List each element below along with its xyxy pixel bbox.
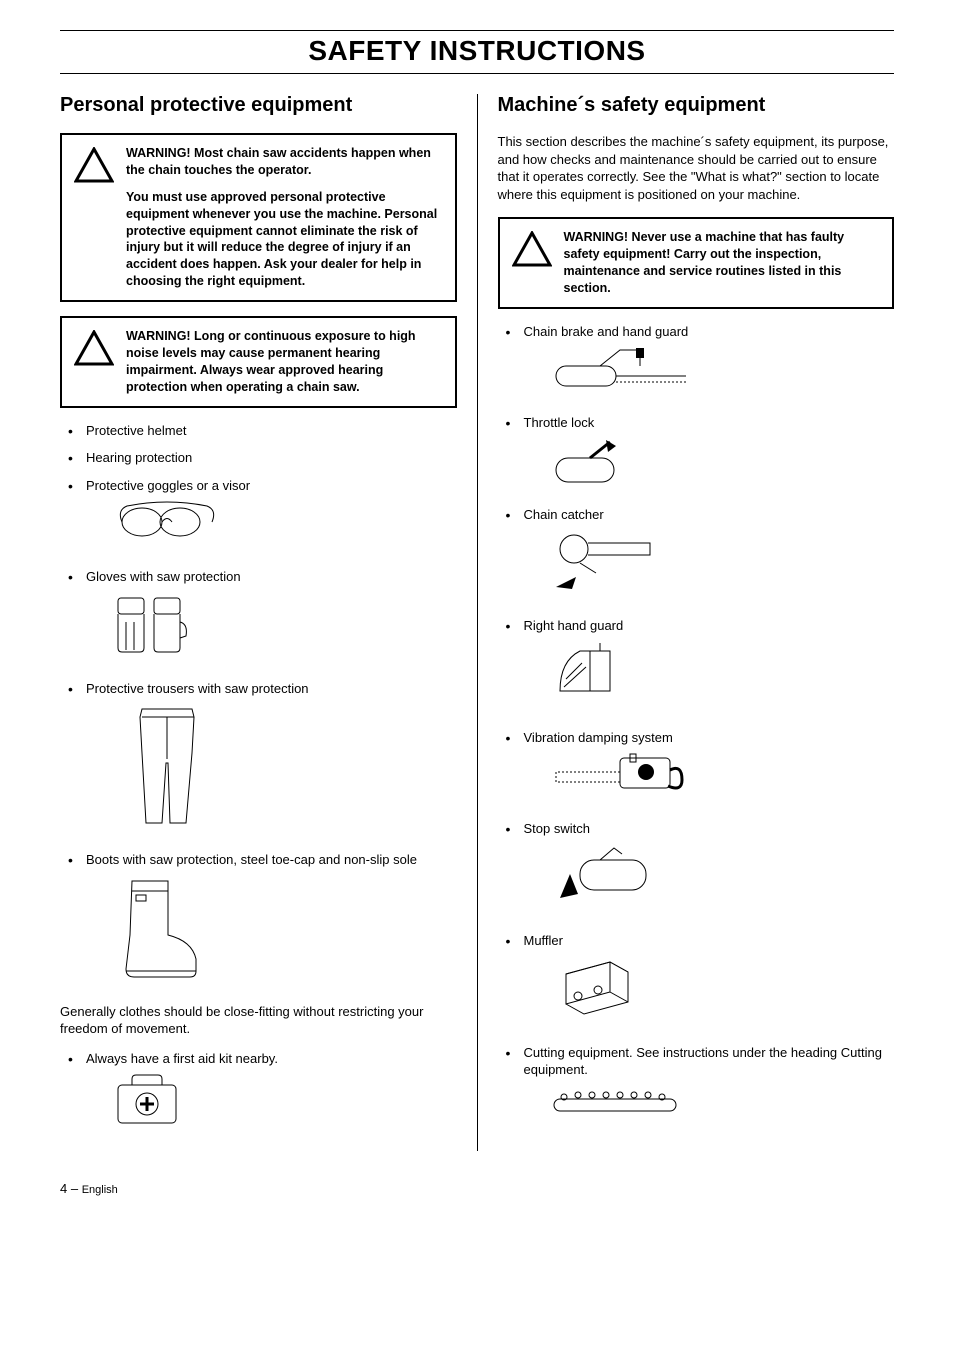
ppe-closing-text: Generally clothes should be close-fittin…: [60, 1003, 457, 1038]
list-item: Stop switch: [498, 820, 895, 914]
item-label: Chain brake and hand guard: [524, 324, 689, 339]
warning-triangle-icon: [510, 229, 554, 297]
left-column: Personal protective equipment WARNING! M…: [60, 94, 478, 1151]
list-item: Always have a first aid kit nearby.: [60, 1050, 457, 1134]
right-hand-guard-illustration: [550, 641, 670, 711]
ppe-list: Protective helmet Hearing protection Pro…: [60, 422, 457, 985]
trousers-illustration: [112, 703, 232, 833]
footer-dash: –: [67, 1181, 81, 1196]
stop-switch-illustration: [550, 844, 670, 914]
item-label: Stop switch: [524, 821, 590, 836]
warning-triangle-icon: [72, 145, 116, 290]
gloves-illustration: [112, 592, 232, 662]
list-item: Cutting equipment. See instructions unde…: [498, 1044, 895, 1125]
list-item: Protective helmet: [60, 422, 457, 440]
item-label: Right hand guard: [524, 618, 624, 633]
item-label: Vibration damping system: [524, 730, 673, 745]
item-label: Protective trousers with saw protection: [86, 681, 309, 696]
list-item: Muffler: [498, 932, 895, 1026]
item-label: Cutting equipment. See instructions unde…: [524, 1045, 882, 1078]
list-item: Vibration damping system: [498, 729, 895, 803]
warning-para: WARNING! Long or continuous exposure to …: [126, 328, 443, 396]
item-label: Throttle lock: [524, 415, 595, 430]
goggles-illustration: [112, 500, 232, 550]
item-label: Hearing protection: [86, 450, 192, 465]
list-item: Right hand guard: [498, 617, 895, 711]
warning-text: WARNING! Never use a machine that has fa…: [564, 229, 881, 297]
chain-brake-illustration: [550, 346, 670, 396]
list-item: Gloves with saw protection: [60, 568, 457, 662]
right-column: Machine´s safety equipment This section …: [478, 94, 895, 1151]
boots-illustration: [112, 875, 232, 985]
list-item: Protective goggles or a visor: [60, 477, 457, 551]
item-label: Gloves with saw protection: [86, 569, 241, 584]
vibration-damping-illustration: [550, 752, 670, 802]
list-item: Chain brake and hand guard: [498, 323, 895, 397]
list-item: Hearing protection: [60, 449, 457, 467]
warning-triangle-icon: [72, 328, 116, 396]
warning-text: WARNING! Long or continuous exposure to …: [126, 328, 443, 396]
list-item: Protective trousers with saw protection: [60, 680, 457, 834]
ppe-list-2: Always have a first aid kit nearby.: [60, 1050, 457, 1134]
list-item: Boots with saw protection, steel toe-cap…: [60, 851, 457, 985]
throttle-lock-illustration: [550, 438, 670, 488]
warning-para: WARNING! Never use a machine that has fa…: [564, 229, 881, 297]
page-footer: 4 – English: [60, 1181, 894, 1196]
first-aid-kit-illustration: [112, 1073, 182, 1133]
list-item: Throttle lock: [498, 414, 895, 488]
item-label: Protective helmet: [86, 423, 186, 438]
machine-safety-intro: This section describes the machine´s saf…: [498, 133, 895, 203]
warning-para: You must use approved personal protectiv…: [126, 189, 443, 290]
chain-catcher-illustration: [550, 529, 670, 599]
list-item: Chain catcher: [498, 506, 895, 600]
ppe-heading: Personal protective equipment: [60, 94, 457, 117]
item-label: Protective goggles or a visor: [86, 478, 250, 493]
item-label: Always have a first aid kit nearby.: [86, 1051, 278, 1066]
machine-safety-heading: Machine´s safety equipment: [498, 94, 895, 117]
item-label: Muffler: [524, 933, 564, 948]
item-label: Boots with saw protection, steel toe-cap…: [86, 852, 417, 867]
content-columns: Personal protective equipment WARNING! M…: [60, 94, 894, 1151]
cutting-equipment-illustration: [550, 1085, 670, 1125]
warning-box-ppe-1: WARNING! Most chain saw accidents happen…: [60, 133, 457, 302]
muffler-illustration: [550, 956, 670, 1026]
warning-box-machine: WARNING! Never use a machine that has fa…: [498, 217, 895, 309]
warning-para: WARNING! Most chain saw accidents happen…: [126, 145, 443, 179]
warning-box-ppe-2: WARNING! Long or continuous exposure to …: [60, 316, 457, 408]
warning-text: WARNING! Most chain saw accidents happen…: [126, 145, 443, 290]
footer-language: English: [82, 1184, 118, 1196]
page-title: SAFETY INSTRUCTIONS: [60, 30, 894, 74]
item-label: Chain catcher: [524, 507, 604, 522]
machine-safety-list: Chain brake and hand guard Throttle lock: [498, 323, 895, 1125]
